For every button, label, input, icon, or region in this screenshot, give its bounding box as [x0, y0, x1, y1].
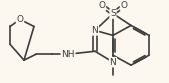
Text: S: S — [110, 9, 116, 18]
Text: N: N — [110, 58, 116, 67]
Text: O: O — [17, 15, 23, 24]
Text: O: O — [120, 1, 127, 10]
Text: O: O — [99, 1, 105, 10]
Text: N: N — [92, 26, 98, 35]
Text: NH: NH — [61, 50, 75, 59]
